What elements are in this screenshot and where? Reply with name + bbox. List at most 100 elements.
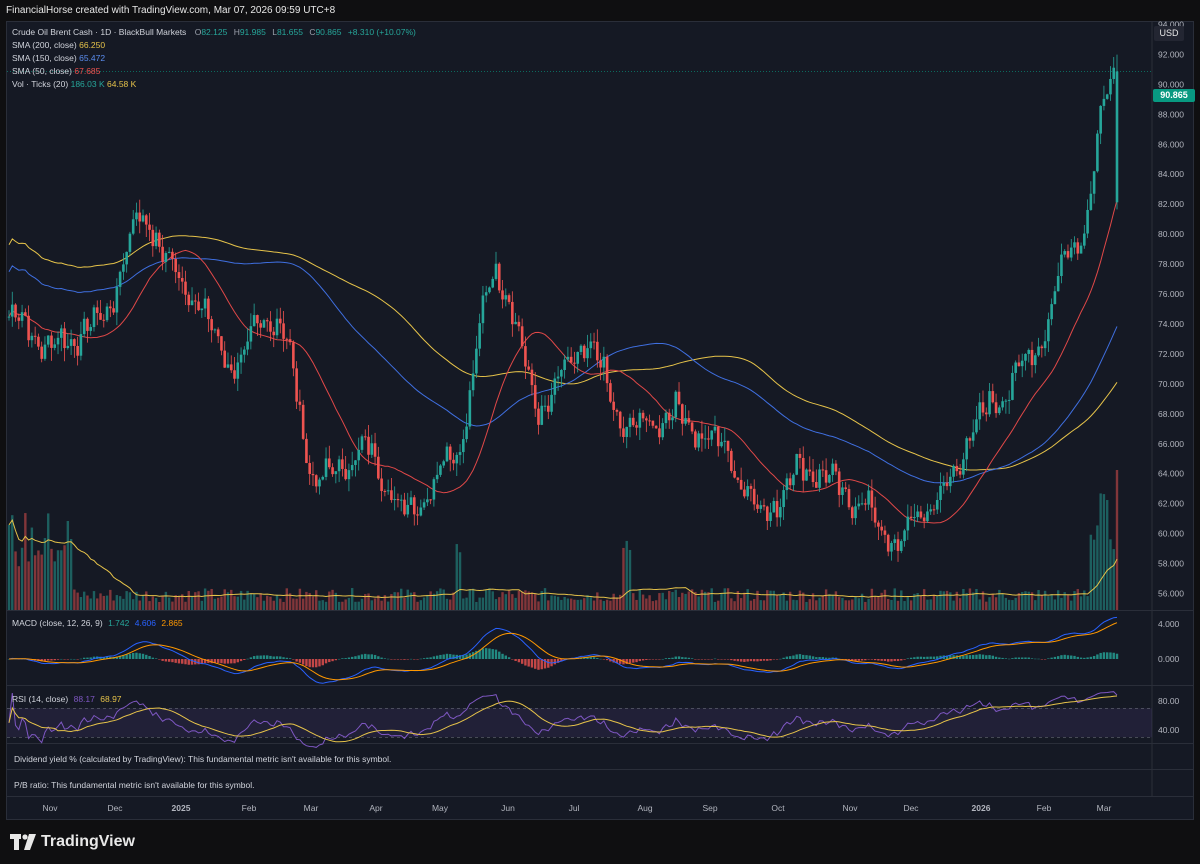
candle-body: [599, 360, 602, 368]
candle-body: [465, 426, 468, 440]
price-tick-label: 62.000: [1158, 499, 1184, 509]
candle-body: [631, 417, 635, 426]
candle-body: [390, 490, 393, 501]
candle-body: [79, 334, 83, 356]
volume-bar: [654, 600, 658, 610]
volume-bar: [24, 513, 27, 610]
macd-histogram-bar: [609, 659, 612, 662]
volume-bar: [556, 596, 560, 610]
volume-bar: [239, 590, 243, 610]
ohlc-c-value: 90.865: [315, 27, 342, 37]
macd-histogram-bar: [726, 659, 730, 660]
macd-histogram-bar: [1060, 655, 1063, 659]
macd-histogram-bar: [298, 659, 302, 663]
candle-body: [648, 420, 651, 422]
volume-bar: [1099, 493, 1102, 610]
macd-histogram-bar: [520, 659, 524, 664]
candle-body: [955, 465, 959, 472]
tradingview-logo-text: TradingView: [41, 833, 135, 850]
volume-bar: [988, 597, 991, 610]
volume-bar: [808, 599, 811, 610]
macd-histogram-bar: [360, 654, 364, 659]
macd-histogram-bar: [772, 659, 776, 660]
candle-body: [697, 433, 700, 448]
candle-body: [615, 409, 619, 412]
macd-histogram-bar: [805, 655, 808, 659]
macd-histogram-bar: [932, 656, 936, 659]
macd-histogram-bar: [860, 659, 864, 661]
volume-legend-row[interactable]: Vol · Ticks (20) 186.03 K 64.58 K: [12, 78, 416, 91]
volume-bar: [867, 598, 870, 610]
macd-histogram-bar: [115, 656, 119, 659]
candle-body: [847, 489, 851, 508]
macd-histogram-bar: [612, 659, 615, 663]
candle-body: [1030, 349, 1034, 366]
volume-bar: [1060, 597, 1063, 610]
macd-histogram-bar: [641, 659, 645, 661]
volume-bar: [978, 599, 981, 610]
macd-histogram-bar: [354, 656, 357, 659]
macd-histogram-bar: [733, 659, 736, 661]
volume-bar: [1017, 593, 1021, 610]
volume-bar: [475, 601, 478, 610]
volume-bar: [1037, 590, 1040, 610]
volume-bar: [347, 597, 351, 610]
volume-bar: [942, 591, 945, 610]
sma200-legend-row[interactable]: SMA (200, close) 66.250: [12, 39, 416, 52]
candle-body: [1027, 349, 1031, 354]
volume-bar: [1011, 600, 1014, 610]
candle-body: [455, 454, 459, 464]
volume-bar: [1092, 539, 1096, 610]
macd-histogram-bar: [73, 658, 76, 660]
main-legend: Crude Oil Brent Cash · 1D · BlackBull Ma…: [12, 26, 416, 91]
candle-body: [213, 329, 217, 331]
rsi-legend[interactable]: RSI (14, close) 88.17 68.97: [12, 693, 122, 706]
volume-bar: [1021, 592, 1024, 610]
candle-body: [605, 356, 609, 384]
macd-histogram-bar: [645, 659, 648, 660]
candle-body: [517, 321, 521, 327]
volume-bar: [422, 597, 426, 610]
volume-bar: [145, 591, 148, 610]
sma50-legend-row[interactable]: SMA (50, close) 67.685: [12, 65, 416, 78]
ohlc-h-value: 91.985: [239, 27, 266, 37]
candle-body: [1004, 400, 1008, 402]
volume-bar: [632, 593, 635, 610]
macd-histogram-bar: [1105, 652, 1109, 659]
candle-body: [968, 438, 972, 441]
macd-histogram-bar: [422, 658, 426, 659]
macd-histogram-bar: [873, 659, 877, 661]
macd-histogram-bar: [184, 659, 187, 665]
candle-body: [200, 308, 204, 311]
volume-bar: [334, 592, 338, 610]
candle-body: [883, 530, 887, 535]
candle-body: [779, 507, 782, 518]
candle-body: [341, 459, 344, 469]
sma150-legend-row[interactable]: SMA (150, close) 65.472: [12, 52, 416, 65]
candle-body: [899, 541, 903, 551]
volume-bar: [831, 594, 834, 610]
macd-histogram-bar: [445, 653, 449, 659]
candle-body: [478, 323, 481, 349]
symbol-title[interactable]: Crude Oil Brent Cash · 1D · BlackBull Ma…: [12, 27, 187, 37]
volume-bar: [1004, 597, 1008, 610]
macd-histogram-bar: [697, 659, 700, 660]
candle-body: [226, 364, 230, 368]
volume-bar: [710, 588, 713, 610]
volume-bar: [311, 596, 315, 610]
candle-body: [305, 438, 308, 464]
macd-histogram-bar: [883, 659, 887, 662]
currency-badge[interactable]: USD: [1154, 26, 1184, 41]
volume-bar: [249, 593, 253, 610]
candle-body: [886, 534, 890, 552]
chart-frame[interactable]: [6, 21, 1194, 820]
volume-bar: [63, 545, 66, 610]
candle-body: [1073, 242, 1076, 248]
candle-body: [1011, 372, 1014, 400]
rsi-value: 88.17: [73, 694, 95, 704]
candle-body: [716, 426, 720, 447]
macd-histogram-bar: [730, 659, 733, 661]
macd-legend[interactable]: MACD (close, 12, 26, 9) 1.742 4.606 2.86…: [12, 617, 183, 630]
volume-bar: [857, 598, 860, 610]
